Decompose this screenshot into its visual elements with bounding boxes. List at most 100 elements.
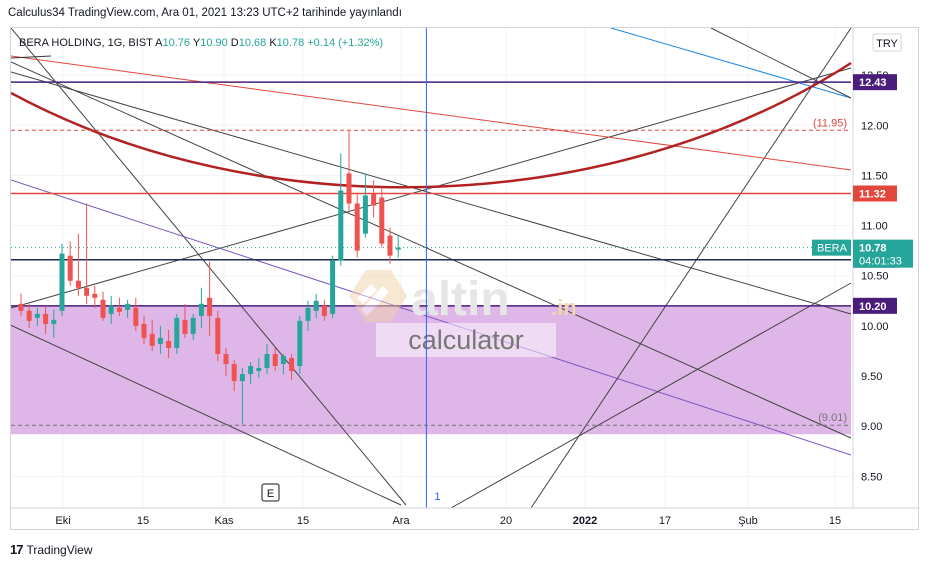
price-tag-bg	[853, 185, 897, 202]
candle-body	[313, 300, 319, 311]
drawing-layer	[11, 28, 852, 509]
x-tick-label: Eki	[55, 515, 70, 527]
watermark-caption: calculator	[408, 325, 524, 355]
candle-body	[264, 353, 270, 369]
candle-body	[18, 303, 24, 311]
legend-segment: 10.76	[162, 37, 190, 49]
ohlc-legend: BERA HOLDING, 1G, BIST A10.76 Y10.90 D10…	[19, 37, 383, 49]
footer: 17 TradingView	[10, 542, 93, 557]
chart-frame[interactable]: altin .in calculator 1 BERA HOLDING, 1G,…	[10, 27, 920, 531]
candle-body	[231, 364, 237, 382]
candles-layer	[18, 130, 401, 425]
currency-label: TRY	[876, 38, 898, 50]
trend-line	[11, 179, 852, 456]
arc-curve	[11, 61, 852, 189]
axis-layer: 8.50 9.00 9.50 10.00 10.50 11.00 11.50 12.00 12.…	[11, 28, 920, 527]
price-label-layer: 12.43(11.95)11.3210.6610.20(9.01)BERA10.…	[812, 74, 913, 424]
candle-body	[321, 305, 327, 316]
price-level-layer	[11, 81, 851, 426]
chart-canvas[interactable]: altin .in calculator 1 BERA HOLDING, 1G,…	[11, 28, 920, 531]
legend-segment: A	[155, 37, 163, 49]
symbol-tag-bg	[812, 239, 851, 256]
price-level-note: (11.95)	[813, 117, 847, 129]
legend-segment: D	[228, 37, 239, 49]
x-tick-label: Ara	[392, 515, 410, 527]
candle-body	[26, 310, 32, 321]
y-tick-label: 9.50	[861, 371, 882, 383]
candle-body	[84, 287, 90, 296]
price-tag-bg	[853, 297, 897, 314]
price-level-note: (9.01)	[818, 412, 847, 424]
trend-line	[710, 28, 852, 99]
publish-header: Calculus34 TradingView.com, Ara 01, 2021…	[8, 7, 402, 19]
last-price-label: 10.78	[859, 243, 887, 255]
countdown-label: 04:01:33	[859, 256, 902, 268]
x-tick-label: Şub	[738, 515, 758, 527]
price-tag-label: 11.32	[859, 188, 886, 200]
y-tick-label: 11.50	[861, 170, 888, 182]
currency-button[interactable]: TRY	[872, 33, 902, 52]
symbol-tag-label: BERA	[817, 243, 848, 255]
earnings-marker[interactable]: E	[261, 483, 280, 502]
y-tick-label: 11.00	[861, 221, 888, 233]
tradingview-logo-icon: 17	[10, 542, 24, 557]
candle-body	[166, 340, 172, 348]
x-tick-label: 15	[829, 515, 841, 527]
x-tick-label: 2022	[573, 515, 597, 527]
candle-body	[248, 366, 254, 375]
watermark-caption-box	[376, 323, 556, 357]
watermark-brand-text: altin	[411, 273, 510, 326]
trend-line	[11, 55, 52, 59]
candle-body	[330, 260, 336, 314]
watermark-logo-icon	[349, 270, 407, 322]
grid-layer	[11, 28, 851, 508]
y-tick-label: 9.00	[861, 421, 882, 433]
candle-body	[116, 307, 122, 312]
earnings-marker-label: E	[267, 488, 274, 500]
candle-body	[43, 313, 49, 324]
candle-body	[182, 319, 188, 334]
legend-segment: 10.90	[200, 37, 228, 49]
x-tick-label: 15	[137, 515, 149, 527]
candle-body	[256, 368, 262, 372]
candle-body	[51, 319, 57, 324]
candle-body	[92, 293, 98, 298]
candle-body	[133, 307, 139, 326]
candle-body	[67, 255, 73, 281]
legend-segment: +0.14 (+1.32%)	[304, 37, 383, 49]
x-tick-label: Kas	[215, 515, 234, 527]
candle-body	[100, 299, 106, 318]
candle-body	[149, 333, 155, 346]
trend-line	[450, 282, 852, 509]
candle-body	[207, 297, 213, 316]
y-tick-label: 12.00	[861, 120, 889, 132]
candle-body	[346, 173, 352, 204]
candle-body	[354, 203, 360, 251]
y-tick-label: 8.50	[861, 471, 882, 483]
y-tick-label: 10.50	[861, 271, 889, 283]
legend-segment: BERA HOLDING, 1G, BIST	[19, 37, 153, 49]
trend-line	[11, 55, 852, 171]
trend-line	[11, 324, 402, 506]
cursor-day-label: 1	[434, 491, 440, 503]
candle-body	[190, 317, 196, 334]
candle-body	[371, 193, 377, 206]
candle-body	[75, 280, 81, 288]
candle-body	[223, 353, 229, 365]
candle-body	[305, 307, 311, 321]
trend-line	[11, 61, 852, 439]
candle-body	[362, 195, 368, 234]
price-tag-label: 12.43	[859, 77, 887, 89]
price-tag-label: 10.20	[859, 301, 887, 313]
svg-text:BERA HOLDING, 1G, BIST A10.76: BERA HOLDING, 1G, BIST A10.76 Y10.90 D10…	[19, 37, 383, 49]
candle-body	[108, 305, 114, 314]
candle-body	[215, 317, 221, 354]
candle-body	[198, 303, 204, 316]
candle-body	[289, 357, 295, 372]
candle-body	[125, 303, 131, 310]
candle-body	[174, 317, 180, 348]
x-tick-label: 15	[297, 515, 309, 527]
candle-body	[59, 253, 65, 311]
candle-body	[280, 355, 286, 365]
candle-body	[297, 320, 303, 367]
